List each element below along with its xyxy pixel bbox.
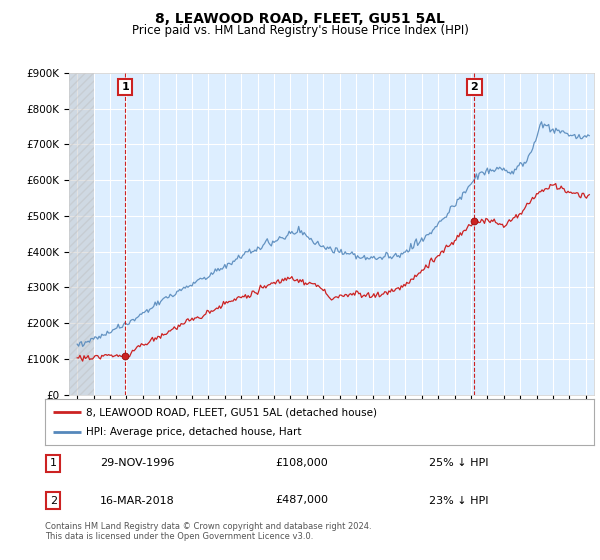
Text: 23% ↓ HPI: 23% ↓ HPI (430, 496, 489, 506)
Text: 2: 2 (50, 496, 57, 506)
Text: 1: 1 (50, 459, 57, 468)
Text: 8, LEAWOOD ROAD, FLEET, GU51 5AL: 8, LEAWOOD ROAD, FLEET, GU51 5AL (155, 12, 445, 26)
Text: Contains HM Land Registry data © Crown copyright and database right 2024.
This d: Contains HM Land Registry data © Crown c… (45, 522, 371, 542)
Text: 25% ↓ HPI: 25% ↓ HPI (430, 459, 489, 468)
Text: 8, LEAWOOD ROAD, FLEET, GU51 5AL (detached house): 8, LEAWOOD ROAD, FLEET, GU51 5AL (detach… (86, 407, 377, 417)
Text: 2: 2 (470, 82, 478, 92)
Text: HPI: Average price, detached house, Hart: HPI: Average price, detached house, Hart (86, 427, 302, 437)
Bar (69, 73, 94, 395)
Text: Price paid vs. HM Land Registry's House Price Index (HPI): Price paid vs. HM Land Registry's House … (131, 24, 469, 37)
Text: 1: 1 (121, 82, 129, 92)
Text: 16-MAR-2018: 16-MAR-2018 (100, 496, 175, 506)
Text: £487,000: £487,000 (275, 496, 329, 506)
Text: 29-NOV-1996: 29-NOV-1996 (100, 459, 174, 468)
Text: £108,000: £108,000 (275, 459, 328, 468)
